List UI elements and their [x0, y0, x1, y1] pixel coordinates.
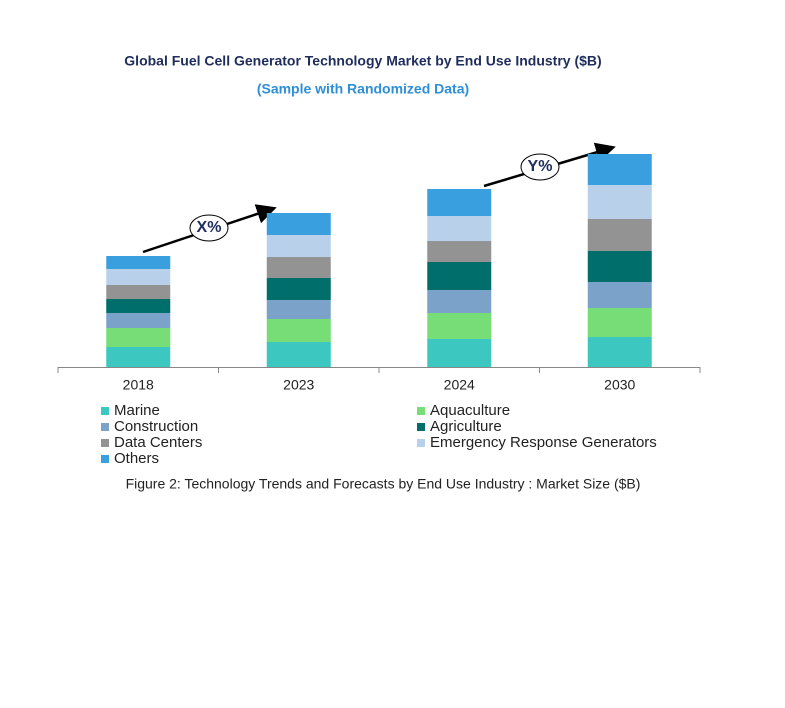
- bar-segment: [587, 251, 652, 282]
- x-tick-label: 2024: [444, 377, 475, 393]
- x-tick-label: 2023: [283, 377, 314, 393]
- bar-segment: [106, 269, 171, 285]
- bar-segment: [106, 256, 171, 269]
- annotation: X%: [197, 219, 222, 236]
- legend-swatch: [101, 439, 109, 447]
- chart-subtitle: (Sample with Randomized Data): [257, 81, 469, 97]
- x-tick-label: 2018: [123, 377, 154, 393]
- chart-title: Global Fuel Cell Generator Technology Ma…: [124, 53, 601, 69]
- bar-segment: [106, 313, 171, 328]
- legend-label: Aquaculture: [430, 402, 510, 419]
- bar-segment: [427, 339, 492, 367]
- bar-segment: [266, 342, 331, 367]
- bar-segment: [427, 290, 492, 313]
- bar-segment: [587, 308, 652, 337]
- bar-segment: [587, 154, 652, 185]
- legend-label: Others: [114, 450, 159, 467]
- bar-segment: [587, 185, 652, 219]
- legend-label: Data Centers: [114, 434, 202, 451]
- bar-segment: [266, 300, 331, 319]
- bar-segment: [587, 219, 652, 251]
- legend-swatch: [101, 407, 109, 415]
- legend-swatch: [417, 407, 425, 415]
- legend-label: Construction: [114, 418, 198, 435]
- bar-segment: [266, 278, 331, 300]
- legend-label: Agriculture: [430, 418, 502, 435]
- bar-segment: [427, 262, 492, 290]
- x-tick-label: 2030: [604, 377, 635, 393]
- bar-segment: [427, 216, 492, 241]
- bar-segment: [427, 313, 492, 339]
- bar-segment: [266, 235, 331, 257]
- bar-segment: [427, 189, 492, 216]
- bar-segment: [266, 213, 331, 235]
- bar-segment: [587, 282, 652, 308]
- bar-segment: [427, 241, 492, 262]
- bar-segment: [106, 347, 171, 367]
- bar-segment: [587, 337, 652, 367]
- bar-segment: [106, 328, 171, 347]
- bar-segment: [106, 299, 171, 313]
- legend-label: Marine: [114, 402, 160, 419]
- bar-segment: [266, 319, 331, 342]
- annotation: Y%: [528, 158, 553, 175]
- annotation-bubble: [520, 153, 560, 181]
- legend-swatch: [101, 423, 109, 431]
- caption: Figure 2: Technology Trends and Forecast…: [126, 476, 641, 492]
- annotation-bubble: [189, 214, 229, 242]
- legend-label: Emergency Response Generators: [430, 434, 657, 451]
- legend-swatch: [101, 455, 109, 463]
- legend-swatch: [417, 439, 425, 447]
- legend-swatch: [417, 423, 425, 431]
- bar-segment: [106, 285, 171, 299]
- bar-segment: [266, 257, 331, 278]
